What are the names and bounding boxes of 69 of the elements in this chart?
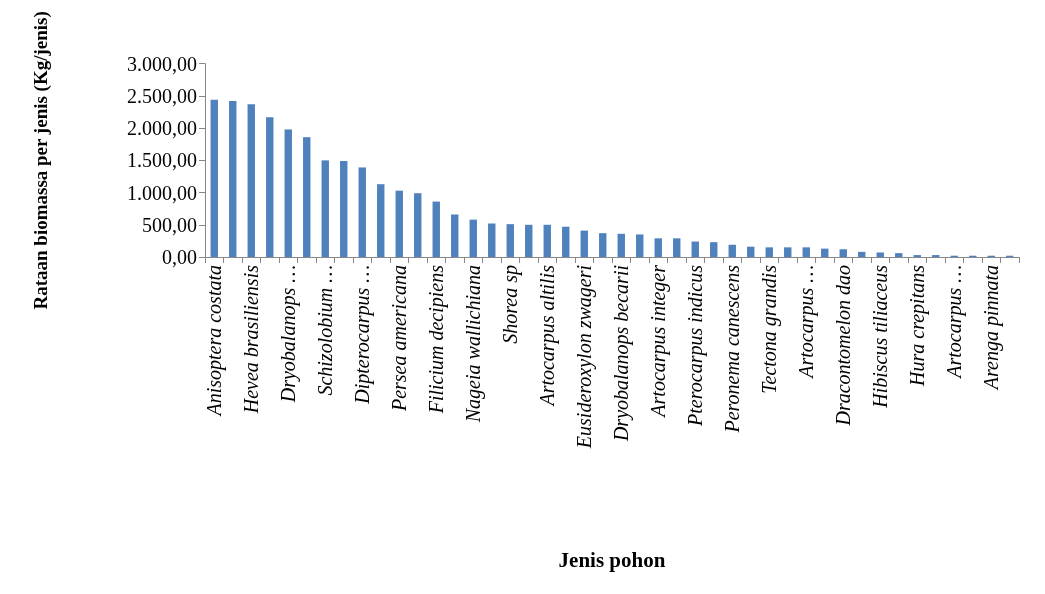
x-tick-label: Arenga pinnata	[980, 265, 1004, 392]
bar	[858, 251, 866, 257]
x-tick-label: Dryobalanops becarii	[610, 265, 634, 443]
y-tick-label: 0,00	[162, 246, 197, 268]
x-tick-label: Dracontomelon dao	[832, 265, 855, 427]
bar	[210, 99, 218, 257]
bar	[802, 247, 810, 257]
bar	[562, 226, 570, 257]
x-tick-label: Filicium decipiens	[425, 264, 449, 415]
bar	[895, 253, 903, 257]
x-axis-title: Jenis pohon	[558, 547, 666, 572]
bar	[469, 219, 477, 257]
y-tick-label: 1.000,00	[127, 181, 197, 204]
bar	[543, 224, 551, 257]
bar	[839, 249, 847, 257]
bar	[765, 247, 773, 257]
bar	[303, 137, 311, 257]
bar	[321, 160, 329, 257]
x-tick-label: Artocarpus …	[943, 265, 967, 380]
y-tick-label: 1.500,00	[127, 149, 197, 172]
bar	[691, 241, 699, 257]
y-tick-label: 2.000,00	[127, 117, 197, 140]
x-tick-label: Pterocarpus indicus	[684, 264, 708, 427]
bar	[525, 224, 533, 257]
bar	[284, 129, 292, 257]
x-tick-label: Artocarpus altilis	[536, 264, 560, 408]
bar	[395, 190, 403, 257]
x-tick-label: Anisoptera costata	[203, 265, 227, 418]
x-tick-label: Artocarpus integer	[647, 264, 671, 419]
bar	[654, 238, 662, 257]
bar	[488, 223, 496, 257]
bar	[821, 248, 829, 257]
x-tick-label: Persea americana	[388, 265, 411, 413]
x-tick-label: Dryobalanops …	[277, 265, 301, 404]
bar	[340, 161, 348, 257]
bar	[784, 247, 792, 257]
y-tick-label: 2.500,00	[127, 84, 197, 107]
x-tick-label: Hura crepitans	[906, 264, 930, 387]
x-tick-label: Shorea sp	[499, 265, 523, 344]
bar	[358, 167, 366, 257]
y-tick-label: 500,00	[142, 213, 197, 236]
bar	[266, 117, 274, 257]
bar	[728, 244, 736, 257]
bar	[247, 104, 255, 257]
x-tick-label: Nageia wallichiana	[462, 265, 486, 424]
x-tick-label: Artocarpus …	[795, 265, 819, 380]
x-tick-label: Eusideroxylon zwageri	[573, 265, 597, 450]
bar	[451, 214, 459, 257]
bar	[580, 230, 588, 257]
x-tick-label: Schizolobium …	[314, 265, 337, 396]
bar	[432, 201, 440, 257]
bar	[377, 184, 385, 257]
x-tick-label: Dipterocarpus …	[351, 265, 375, 405]
bar	[506, 224, 514, 257]
bar	[617, 233, 625, 257]
bar	[414, 193, 422, 257]
y-tick-label: 3.000,00	[127, 52, 197, 75]
x-tick-label: Hevea brasiliensis	[240, 264, 263, 415]
bar	[229, 101, 237, 257]
bar	[599, 233, 607, 257]
bar	[673, 238, 681, 257]
bar	[710, 242, 718, 257]
bar	[636, 234, 644, 257]
bar	[876, 252, 884, 257]
x-tick-label: Hibiscus tiliaceus	[869, 264, 892, 409]
bar	[747, 246, 755, 257]
x-tick-label: Tectona grandis	[758, 264, 782, 394]
y-axis-title: Rataan biomassa per jenis (Kg/jenis)	[30, 11, 52, 310]
x-tick-label: Peronema canescens	[721, 264, 744, 434]
